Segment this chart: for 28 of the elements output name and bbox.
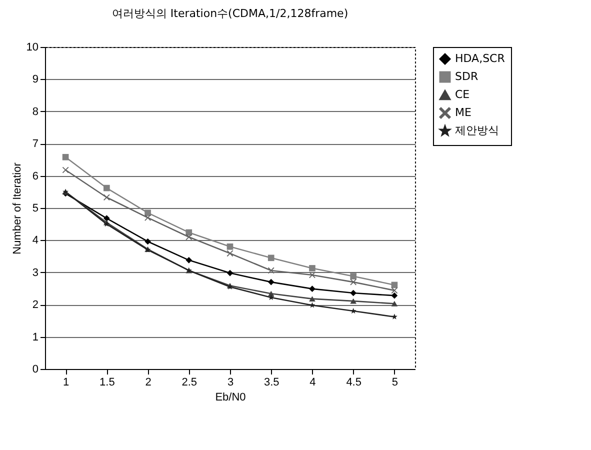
x-tick-label: 3 [227, 376, 234, 388]
y-tick-label: 4 [32, 234, 38, 247]
x-tick-label: 2.5 [182, 376, 198, 388]
x-tick-label: 5 [392, 376, 398, 388]
x-tick-label: 4.5 [346, 376, 362, 388]
x-axis-title: Eb/N0 [215, 392, 246, 404]
y-tick-label: 1 [32, 331, 38, 344]
y-axis-title: Number of Iteratior [11, 162, 24, 254]
y-tick-label: 7 [32, 138, 38, 150]
x-tick-label: 1 [62, 376, 70, 388]
legend-label: CE [455, 88, 470, 101]
chart-title: 여러방식의 Iteration수(CDMA,1/2,128frame) [112, 7, 348, 20]
y-tick-label: 5 [32, 202, 38, 214]
x-tick-label: 1.5 [100, 376, 115, 388]
y-tick-label: 0 [32, 364, 38, 376]
legend-label: ME [455, 106, 472, 119]
y-tick-label: 2 [32, 299, 38, 312]
y-tick-label: 10 [26, 42, 38, 54]
y-tick-label: 9 [32, 74, 38, 86]
legend-label: SDR [455, 70, 478, 83]
x-tick-label: 2 [145, 376, 152, 388]
x-tick-label: 3.5 [264, 376, 280, 388]
y-tick-label: 3 [32, 266, 38, 279]
y-tick-label: 8 [32, 106, 38, 118]
x-tick-label: 4 [310, 376, 316, 388]
legend-label: 제안방식 [455, 124, 499, 137]
y-tick-label: 6 [32, 170, 38, 182]
legend-label: HDA,SCR [455, 52, 506, 65]
